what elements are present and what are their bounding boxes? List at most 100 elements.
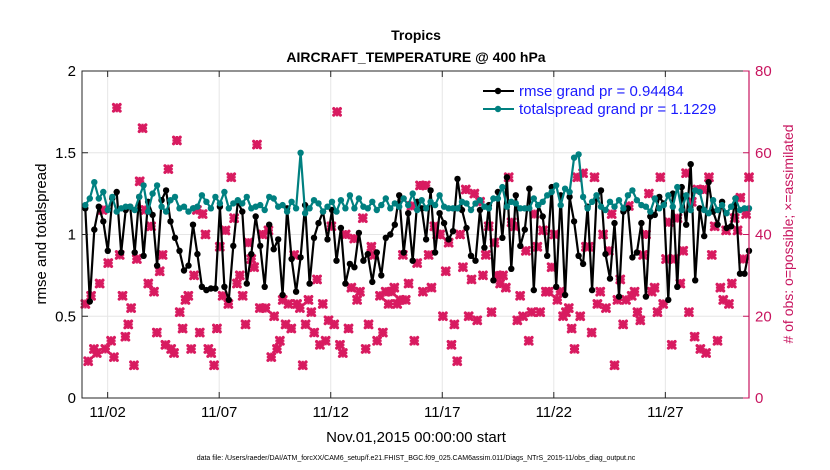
series-point [463, 200, 470, 207]
obs-assimilated-point [701, 348, 711, 358]
series-point [315, 219, 322, 227]
series-point [243, 280, 250, 287]
obs-assimilated-point [601, 303, 611, 313]
y-tick-label-right: 80 [755, 63, 772, 80]
legend-label-totalspread: totalspread grand pr = 1.1229 [519, 101, 716, 118]
series-point [723, 210, 730, 217]
series-point [431, 249, 439, 256]
obs-assimilated-point [226, 172, 237, 183]
series-point [234, 197, 241, 204]
series-point [503, 203, 511, 210]
y-tick-label-left: 1 [68, 227, 76, 244]
series-point [660, 201, 667, 209]
obs-assimilated-point [269, 311, 280, 322]
series-point [369, 278, 376, 286]
obs-assimilated-point [684, 307, 694, 318]
series-point [194, 250, 201, 258]
obs-assimilated-point [243, 237, 254, 248]
obs-assimilated-point [472, 315, 483, 326]
obs-assimilated-point [566, 323, 577, 334]
series-point [615, 293, 623, 300]
obs-assimilated-point [575, 311, 586, 322]
series-point [579, 260, 587, 268]
series-point [674, 183, 681, 191]
series-point [521, 226, 528, 233]
obs-assimilated-point [452, 356, 463, 367]
series-point [378, 201, 385, 209]
obs-assimilated-point [449, 319, 460, 330]
obs-assimilated-point [498, 270, 508, 281]
series-point [584, 205, 591, 212]
y-tick-label-left: 2 [68, 63, 76, 80]
series-point [629, 254, 636, 261]
series-point [319, 208, 327, 215]
series-point [405, 210, 412, 217]
series-point [633, 197, 641, 204]
chart-title: Tropics [391, 27, 441, 43]
obs-assimilated-point [420, 180, 431, 191]
series-point [642, 203, 650, 210]
series-point [440, 219, 448, 227]
y-tick-label-right: 40 [755, 227, 772, 244]
series-point [521, 205, 528, 212]
obs-assimilated-point [543, 286, 554, 297]
series-point [588, 198, 596, 205]
series-point [629, 187, 636, 194]
series-point [346, 260, 354, 268]
series-point [570, 218, 578, 225]
obs-assimilated-point [440, 266, 451, 277]
series-point [490, 277, 497, 284]
obs-assimilated-point [303, 295, 314, 305]
series-point [701, 206, 708, 214]
series-point [472, 257, 479, 264]
series-point [472, 200, 479, 207]
obs-assimilated-point [366, 241, 377, 252]
series-point [526, 205, 533, 212]
series-point [324, 236, 331, 243]
obs-assimilated-point [715, 282, 726, 293]
series-point [171, 193, 179, 201]
obs-assimilated-point [712, 335, 723, 346]
x-axis-label: Nov.01,2015 00:00:00 start [326, 429, 507, 446]
obs-assimilated-point [337, 348, 348, 358]
series-point [436, 210, 443, 217]
series-point [561, 291, 569, 299]
obs-assimilated-point [363, 319, 374, 330]
series-point [391, 221, 398, 228]
obs-assimilated-point [426, 282, 437, 293]
series-point [665, 192, 672, 199]
obs-assimilated-point [606, 209, 617, 219]
obs-assimilated-point [129, 360, 139, 371]
obs-assimilated-point [274, 335, 285, 346]
obs-assimilated-point [486, 307, 497, 318]
legend: rmse grand pr = 0.94484 totalspread gran… [483, 83, 716, 118]
obs-assimilated-point [260, 303, 271, 313]
obs-assimilated-point [163, 164, 174, 174]
series-point [512, 200, 519, 207]
series-point [279, 291, 286, 299]
series-point [270, 195, 277, 202]
series-point [727, 203, 735, 210]
series-point [100, 188, 107, 196]
obs-assimilated-point [372, 335, 383, 346]
series-point [373, 206, 380, 214]
y-tick-label-right: 0 [755, 390, 763, 407]
series-point [382, 195, 389, 202]
obs-assimilated-point [635, 315, 646, 326]
series-point [378, 272, 385, 279]
series-point [292, 288, 300, 295]
series-point [230, 200, 237, 207]
series-point [104, 247, 112, 254]
series-point [512, 192, 519, 199]
obs-assimilated-point [209, 360, 219, 371]
series-point [324, 203, 331, 210]
series-point [180, 267, 188, 274]
legend-label-rmse: rmse grand pr = 0.94484 [519, 83, 684, 100]
series-point [364, 205, 371, 212]
series-point [701, 232, 708, 240]
series-point [449, 228, 457, 235]
series-point [239, 200, 246, 207]
obs-assimilated-point [403, 278, 414, 289]
